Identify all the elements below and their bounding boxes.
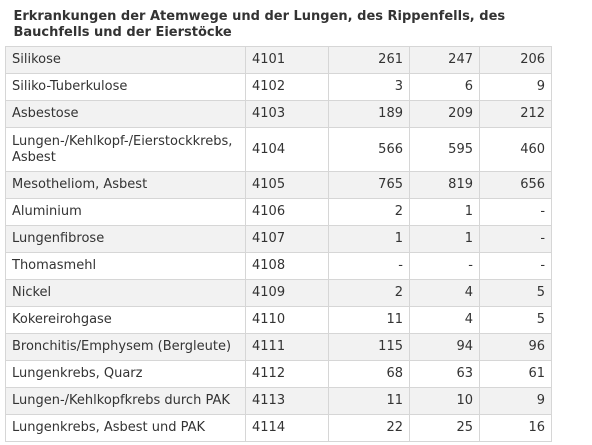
- bk-number-cell: 4108: [245, 252, 329, 280]
- count-cell-col3: -: [479, 198, 553, 226]
- count-cell-col1: 3: [328, 73, 410, 101]
- section-header-row: Erkrankungen der Atemwege und der Lungen…: [5, 0, 552, 47]
- disease-name-cell: Siliko-Tuberkulose: [5, 73, 246, 101]
- count-cell-col3: 61: [479, 360, 553, 388]
- bk-number-cell: 4113: [245, 387, 329, 415]
- statistics-table-container: Erkrankungen der Atemwege und der Lungen…: [5, 0, 553, 442]
- count-cell-col3: 656: [479, 171, 553, 199]
- section-title: Erkrankungen der Atemwege und der Lungen…: [5, 0, 552, 47]
- count-cell-col2: 25: [409, 414, 480, 442]
- count-cell-col2: 247: [409, 46, 480, 74]
- bk-number-cell: 4112: [245, 360, 329, 388]
- table-row: Kokereirohgase 4110 11 4 5: [5, 306, 553, 334]
- bk-number-cell: 4104: [245, 127, 329, 172]
- table-row: Siliko-Tuberkulose 4102 3 6 9: [5, 73, 553, 101]
- count-cell-col3: 16: [479, 414, 553, 442]
- count-cell-col1: 1: [328, 225, 410, 253]
- bk-number-cell: 4101: [245, 46, 329, 74]
- count-cell-col1: 765: [328, 171, 410, 199]
- count-cell-col2: 94: [409, 333, 480, 361]
- bk-number-cell: 4106: [245, 198, 329, 226]
- disease-name-cell: Silikose: [5, 46, 246, 74]
- count-cell-col3: 9: [479, 73, 553, 101]
- table-body: Silikose 4101 261 247 206 Siliko-Tuberkulose 4…: [5, 46, 553, 442]
- count-cell-col1: -: [328, 252, 410, 280]
- count-cell-col1: 2: [328, 198, 410, 226]
- table-row: Lungenkrebs, Quarz 4112 68 63 61: [5, 360, 553, 388]
- table-row: Lungen-/Kehlkopfkrebs durch PAK 4113 11 10 9: [5, 387, 553, 415]
- bk-number-cell: 4105: [245, 171, 329, 199]
- disease-name-cell: Kokereirohgase: [5, 306, 246, 334]
- count-cell-col2: 1: [409, 225, 480, 253]
- count-cell-col1: 566: [328, 127, 410, 172]
- count-cell-col3: 206: [479, 46, 553, 74]
- table-row: Mesotheliom, Asbest 4105 765 819 656: [5, 171, 553, 199]
- disease-name-cell: Lungen-/Kehlkopfkrebs durch PAK: [5, 387, 246, 415]
- disease-statistics-table: Erkrankungen der Atemwege und der Lungen…: [5, 0, 553, 442]
- count-cell-col1: 189: [328, 100, 410, 128]
- table-row: Lungenfibrose 4107 1 1-: [5, 225, 553, 253]
- count-cell-col2: -: [409, 252, 480, 280]
- count-cell-col1: 68: [328, 360, 410, 388]
- table-row: Lungen-/Kehlkopf-/Eierstockkrebs, Asbest…: [5, 127, 553, 172]
- disease-name-cell: Asbestose: [5, 100, 246, 128]
- disease-name-cell: Thomasmehl: [5, 252, 246, 280]
- disease-name-cell: Bronchitis/Emphysem (Bergleute): [5, 333, 246, 361]
- table-row: Aluminium 4106 2 1-: [5, 198, 553, 226]
- count-cell-col1: 115: [328, 333, 410, 361]
- bk-number-cell: 4109: [245, 279, 329, 307]
- count-cell-col1: 2: [328, 279, 410, 307]
- bk-number-cell: 4110: [245, 306, 329, 334]
- bk-number-cell: 4102: [245, 73, 329, 101]
- disease-name-cell: Nickel: [5, 279, 246, 307]
- count-cell-col3: 9: [479, 387, 553, 415]
- disease-name-cell: Lungen-/Kehlkopf-/Eierstockkrebs, Asbest: [5, 127, 246, 172]
- count-cell-col2: 209: [409, 100, 480, 128]
- disease-name-cell: Lungenkrebs, Asbest und PAK: [5, 414, 246, 442]
- count-cell-col1: 11: [328, 306, 410, 334]
- count-cell-col2: 4: [409, 279, 480, 307]
- count-cell-col1: 261: [328, 46, 410, 74]
- bk-number-cell: 4107: [245, 225, 329, 253]
- count-cell-col2: 10: [409, 387, 480, 415]
- count-cell-col3: 5: [479, 279, 553, 307]
- disease-name-cell: Lungenkrebs, Quarz: [5, 360, 246, 388]
- count-cell-col3: 212: [479, 100, 553, 128]
- count-cell-col3: 460: [479, 127, 553, 172]
- count-cell-col2: 819: [409, 171, 480, 199]
- table-row: Asbestose 4103 189 209 212: [5, 100, 553, 128]
- disease-name-cell: Aluminium: [5, 198, 246, 226]
- bk-number-cell: 4114: [245, 414, 329, 442]
- count-cell-col3: -: [479, 225, 553, 253]
- count-cell-col2: 595: [409, 127, 480, 172]
- table-row: Silikose 4101 261 247 206: [5, 46, 553, 74]
- disease-name-cell: Lungenfibrose: [5, 225, 246, 253]
- table-row: Bronchitis/Emphysem (Bergleute) 4111 115 94…: [5, 333, 553, 361]
- count-cell-col2: 1: [409, 198, 480, 226]
- count-cell-col2: 6: [409, 73, 480, 101]
- count-cell-col3: 96: [479, 333, 553, 361]
- disease-name-cell: Mesotheliom, Asbest: [5, 171, 246, 199]
- count-cell-col2: 4: [409, 306, 480, 334]
- count-cell-col3: -: [479, 252, 553, 280]
- count-cell-col2: 63: [409, 360, 480, 388]
- table-row: Lungenkrebs, Asbest und PAK 4114 22 25 16: [5, 414, 553, 442]
- bk-number-cell: 4103: [245, 100, 329, 128]
- table-row: Nickel 4109 2 4 5: [5, 279, 553, 307]
- count-cell-col1: 22: [328, 414, 410, 442]
- table-row: Thomasmehl 4108- - -: [5, 252, 553, 280]
- bk-number-cell: 4111: [245, 333, 329, 361]
- count-cell-col1: 11: [328, 387, 410, 415]
- count-cell-col3: 5: [479, 306, 553, 334]
